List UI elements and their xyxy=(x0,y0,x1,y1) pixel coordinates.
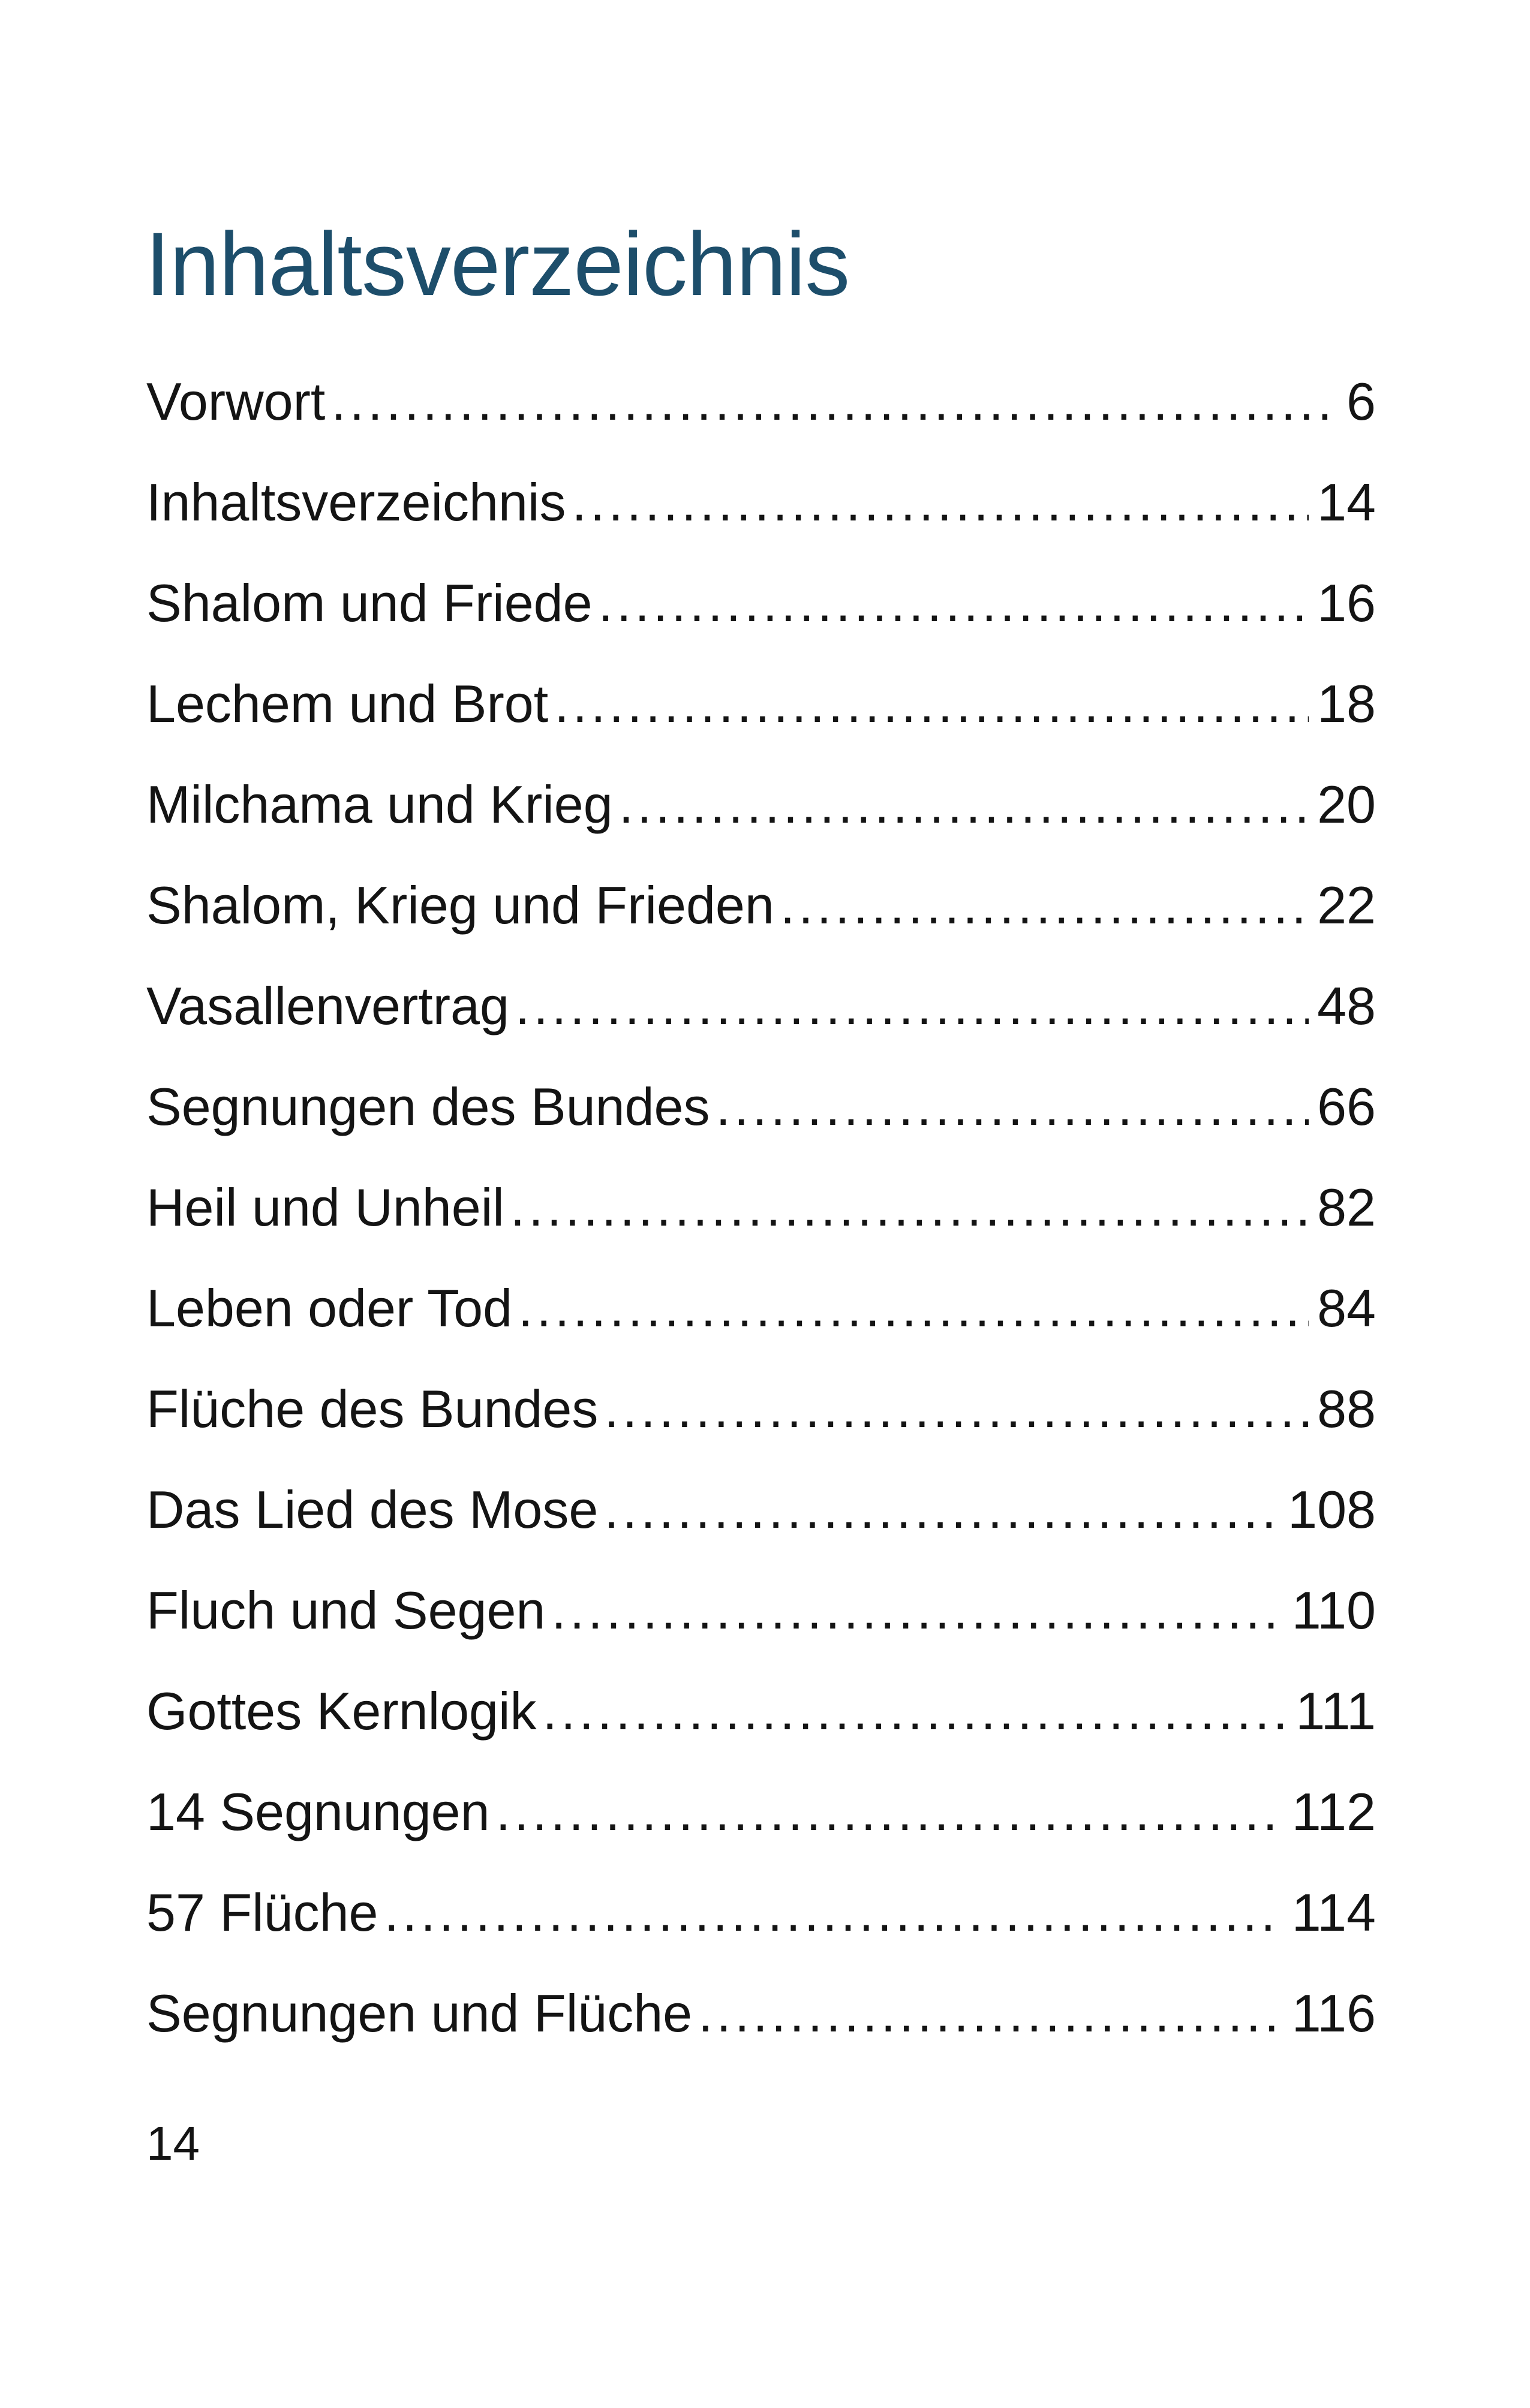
toc-entry-page: 88 xyxy=(1317,1379,1376,1438)
toc-entry-page: 66 xyxy=(1317,1077,1376,1136)
toc-entry-page: 111 xyxy=(1295,1681,1376,1741)
toc-entry-label: Das Lied des Mose xyxy=(146,1480,599,1539)
toc-entry-label: 57 Flüche xyxy=(146,1883,378,1942)
toc-entry-page: 16 xyxy=(1317,573,1376,633)
toc-entry-label: Vasallenvertrag xyxy=(146,976,509,1036)
dot-leader xyxy=(496,1776,1283,1848)
toc-entry-page: 6 xyxy=(1346,372,1376,431)
toc-entry-label: Shalom und Friede xyxy=(146,573,593,633)
toc-entry-label: Inhaltsverzeichnis xyxy=(146,472,566,532)
toc-entry-page: 110 xyxy=(1291,1581,1376,1640)
toc-entry-label: Fluch und Segen xyxy=(146,1581,546,1640)
toc-entry: 14 Segnungen 112 xyxy=(146,1776,1376,1877)
toc-entry: Das Lied des Mose 108 xyxy=(146,1474,1376,1575)
toc-entry: Milchama und Krieg 20 xyxy=(146,769,1376,869)
dot-leader xyxy=(780,869,1309,941)
dot-leader xyxy=(619,769,1309,841)
toc-entry: Inhaltsverzeichnis 14 xyxy=(146,466,1376,567)
toc-entry: Lechem und Brot 18 xyxy=(146,668,1376,769)
toc-entry: Segnungen des Bundes 66 xyxy=(146,1071,1376,1172)
toc-entry-page: 22 xyxy=(1317,875,1376,935)
dot-leader xyxy=(698,1977,1283,2049)
toc-entry: Leben oder Tod 84 xyxy=(146,1272,1376,1373)
dot-leader xyxy=(572,466,1309,538)
toc-entry-page: 84 xyxy=(1317,1278,1376,1338)
dot-leader xyxy=(543,1675,1288,1747)
dot-leader xyxy=(604,1373,1309,1445)
toc-entry-page: 116 xyxy=(1291,1983,1376,2043)
dot-leader xyxy=(599,567,1309,639)
toc-entry-label: Segnungen des Bundes xyxy=(146,1077,710,1136)
toc-entry: Segnungen und Flüche 116 xyxy=(146,1977,1376,2078)
toc-entry-page: 112 xyxy=(1291,1782,1376,1841)
toc-entry: Vorwort 6 xyxy=(146,366,1376,466)
toc-entry-label: Heil und Unheil xyxy=(146,1178,504,1237)
toc-entry-label: Gottes Kernlogik xyxy=(146,1681,537,1741)
dot-leader xyxy=(515,970,1309,1042)
toc-entry-label: Flüche des Bundes xyxy=(146,1379,599,1438)
toc-entry-page: 82 xyxy=(1317,1178,1376,1237)
dot-leader xyxy=(518,1272,1309,1344)
page-title: Inhaltsverzeichnis xyxy=(145,213,850,314)
toc-entry-page: 108 xyxy=(1288,1480,1376,1539)
toc-entry-label: Shalom, Krieg und Frieden xyxy=(146,875,774,935)
toc-entry-label: Segnungen und Flüche xyxy=(146,1983,693,2043)
table-of-contents: Vorwort 6 Inhaltsverzeichnis 14 Shalom u… xyxy=(146,366,1376,2078)
toc-entry-label: Milchama und Krieg xyxy=(146,775,613,834)
toc-entry: Heil und Unheil 82 xyxy=(146,1172,1376,1272)
toc-entry: 57 Flüche 114 xyxy=(146,1877,1376,1977)
toc-entry-label: 14 Segnungen xyxy=(146,1782,490,1841)
dot-leader xyxy=(716,1071,1309,1143)
page-number: 14 xyxy=(146,2117,200,2170)
toc-entry: Flüche des Bundes 88 xyxy=(146,1373,1376,1474)
toc-entry: Vasallenvertrag 48 xyxy=(146,970,1376,1071)
dot-leader xyxy=(510,1172,1309,1244)
toc-entry: Shalom und Friede 16 xyxy=(146,567,1376,668)
dot-leader xyxy=(331,366,1338,438)
toc-entry: Shalom, Krieg und Frieden 22 xyxy=(146,869,1376,970)
toc-entry: Gottes Kernlogik 111 xyxy=(146,1675,1376,1776)
dot-leader xyxy=(551,1575,1283,1647)
toc-entry-page: 20 xyxy=(1317,775,1376,834)
toc-entry-label: Lechem und Brot xyxy=(146,674,549,733)
toc-entry-page: 18 xyxy=(1317,674,1376,733)
dot-leader xyxy=(554,668,1309,740)
toc-entry-page: 48 xyxy=(1317,976,1376,1036)
dot-leader xyxy=(604,1474,1279,1546)
toc-entry-label: Vorwort xyxy=(146,372,326,431)
toc-entry-label: Leben oder Tod xyxy=(146,1278,513,1338)
dot-leader xyxy=(384,1877,1283,1949)
toc-entry-page: 114 xyxy=(1291,1883,1376,1942)
toc-entry-page: 14 xyxy=(1317,472,1376,532)
toc-entry: Fluch und Segen 110 xyxy=(146,1575,1376,1675)
